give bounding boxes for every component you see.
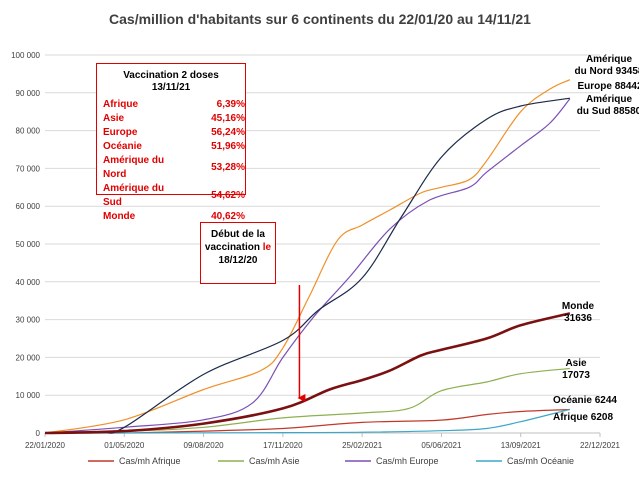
- vaccination-continent: Amérique du Sud: [103, 183, 165, 208]
- vaccination-box-title-line1: Vaccination 2 doses: [123, 70, 219, 81]
- x-tick-label: 05/06/2021: [421, 441, 462, 450]
- x-tick-label: 01/05/2020: [104, 441, 145, 450]
- x-tick-label: 22/12/2021: [580, 441, 621, 450]
- end-label: Amérique du Sud 88580: [577, 94, 639, 117]
- end-label-line: 31636: [564, 313, 592, 324]
- vaccination-rate: 51,96%: [211, 141, 245, 152]
- y-tick-label: 10 000: [16, 391, 41, 400]
- end-label: Europe 88442: [577, 81, 639, 92]
- end-label-line: Afrique 6208: [553, 412, 613, 423]
- y-tick-label: 90 000: [16, 89, 41, 98]
- end-label-line: Asie: [565, 358, 587, 369]
- chart-title: Cas/million d'habitants sur 6 continents…: [109, 11, 531, 27]
- legend-label: Cas/mh Asie: [249, 456, 300, 466]
- y-tick-label: 50 000: [16, 240, 41, 249]
- x-tick-label: 22/01/2020: [25, 441, 66, 450]
- series-line-cas-mh-europe: [44, 98, 571, 434]
- end-label-line: Monde: [562, 301, 595, 312]
- y-tick-label: 70 000: [16, 164, 41, 173]
- legend-label: Cas/mh Europe: [376, 456, 439, 466]
- vaccination-row: Europe 56,24%: [103, 126, 245, 140]
- end-label: Monde 31636: [562, 301, 595, 324]
- vaccination-row: Amérique du Nord 53,28%: [103, 154, 245, 182]
- annotation-line2: vaccination le: [201, 241, 275, 254]
- vaccination-box-title: Vaccination 2 doses 13/11/21: [97, 70, 245, 94]
- y-tick-label: 80 000: [16, 127, 41, 136]
- annotation-line2b: le: [262, 242, 272, 253]
- annotation-date: 18/12/20: [218, 255, 258, 266]
- vaccination-continent: Monde: [103, 211, 136, 222]
- y-tick-label: 40 000: [16, 278, 41, 287]
- vaccination-box: Vaccination 2 doses 13/11/21 Afrique 6,39…: [96, 63, 246, 222]
- end-label-line: Océanie 6244: [553, 395, 617, 406]
- annotation-line1: Début de la: [211, 229, 265, 240]
- vaccination-row: Monde 40,62%: [103, 210, 245, 224]
- x-tick-label: 25/02/2021: [342, 441, 383, 450]
- vaccination-rate: 40,62%: [211, 211, 245, 222]
- vaccination-row: Amérique du Sud 54,62%: [103, 182, 245, 210]
- end-label-line: Amérique: [586, 54, 633, 65]
- vaccination-table: Afrique 6,39% Asie 45,16% Europe 56,24% Océ…: [103, 98, 245, 224]
- legend-label: Cas/mh Afrique: [119, 456, 181, 466]
- y-tick-label: 0: [36, 429, 41, 438]
- end-label: Océanie 6244: [553, 395, 617, 406]
- annotation-line2a: vaccination: [204, 242, 263, 253]
- x-tick-label: 13/09/2021: [501, 441, 542, 450]
- vaccination-rate: 53,28%: [211, 162, 245, 173]
- legend-label: Cas/mh Océanie: [507, 456, 574, 466]
- series-line-am-rique-du-sud: [44, 97, 570, 434]
- end-label-line: du Nord 93458: [575, 66, 639, 77]
- end-label-line: Europe 88442: [577, 81, 639, 92]
- end-label-line: Amérique: [586, 94, 633, 105]
- vaccination-box-date: 13/11/21: [151, 82, 191, 93]
- end-label: Amérique du Nord 93458: [575, 54, 639, 77]
- y-tick-label: 30 000: [16, 316, 41, 325]
- x-axis: 22/01/2020 01/05/2020 09/08/2020 17/11/2020…: [25, 433, 621, 450]
- vaccination-rate: 6,39%: [216, 99, 245, 110]
- vaccination-row: Océanie 51,96%: [103, 140, 245, 154]
- vaccination-rate: 56,24%: [211, 127, 245, 138]
- series-line-cas-mh-afrique: [44, 408, 570, 434]
- series-line-am-rique-du-nord: [44, 79, 571, 434]
- vaccination-rate: 45,16%: [211, 113, 245, 124]
- vaccination-continent: Asie: [103, 113, 125, 124]
- y-tick-label: 100 000: [11, 51, 40, 60]
- y-tick-label: 20 000: [16, 353, 41, 362]
- end-label: Asie 17073: [562, 358, 590, 381]
- legend: Cas/mh Afrique Cas/mh Asie Cas/mh Europe Ca…: [88, 456, 574, 466]
- series-line-cas-mh-asie: [44, 367, 570, 434]
- vaccination-continent: Afrique: [103, 99, 138, 110]
- end-label: Afrique 6208: [553, 412, 613, 423]
- vaccination-start-annotation: Début de la vaccination le 18/12/20: [200, 222, 276, 284]
- vaccination-continent: Océanie: [103, 141, 142, 152]
- series-line-monde: [44, 312, 571, 435]
- series-line-cas-mh-oc-anie: [44, 408, 571, 434]
- end-label-line: du Sud 88580: [577, 106, 639, 117]
- vaccination-continent: Amérique du Nord: [103, 155, 165, 180]
- vaccination-row: Asie 45,16%: [103, 112, 245, 126]
- vaccination-continent: Europe: [103, 127, 138, 138]
- y-tick-label: 60 000: [16, 202, 41, 211]
- vaccination-row: Afrique 6,39%: [103, 98, 245, 112]
- end-label-line: 17073: [562, 370, 590, 381]
- x-tick-label: 17/11/2020: [263, 441, 303, 450]
- x-tick-label: 09/08/2020: [184, 441, 225, 450]
- y-axis: 0 10 000 20 000 30 000 40 000 50 000 60 000 70 …: [11, 51, 40, 438]
- vaccination-rate: 54,62%: [211, 190, 245, 201]
- series-layer: [44, 79, 571, 435]
